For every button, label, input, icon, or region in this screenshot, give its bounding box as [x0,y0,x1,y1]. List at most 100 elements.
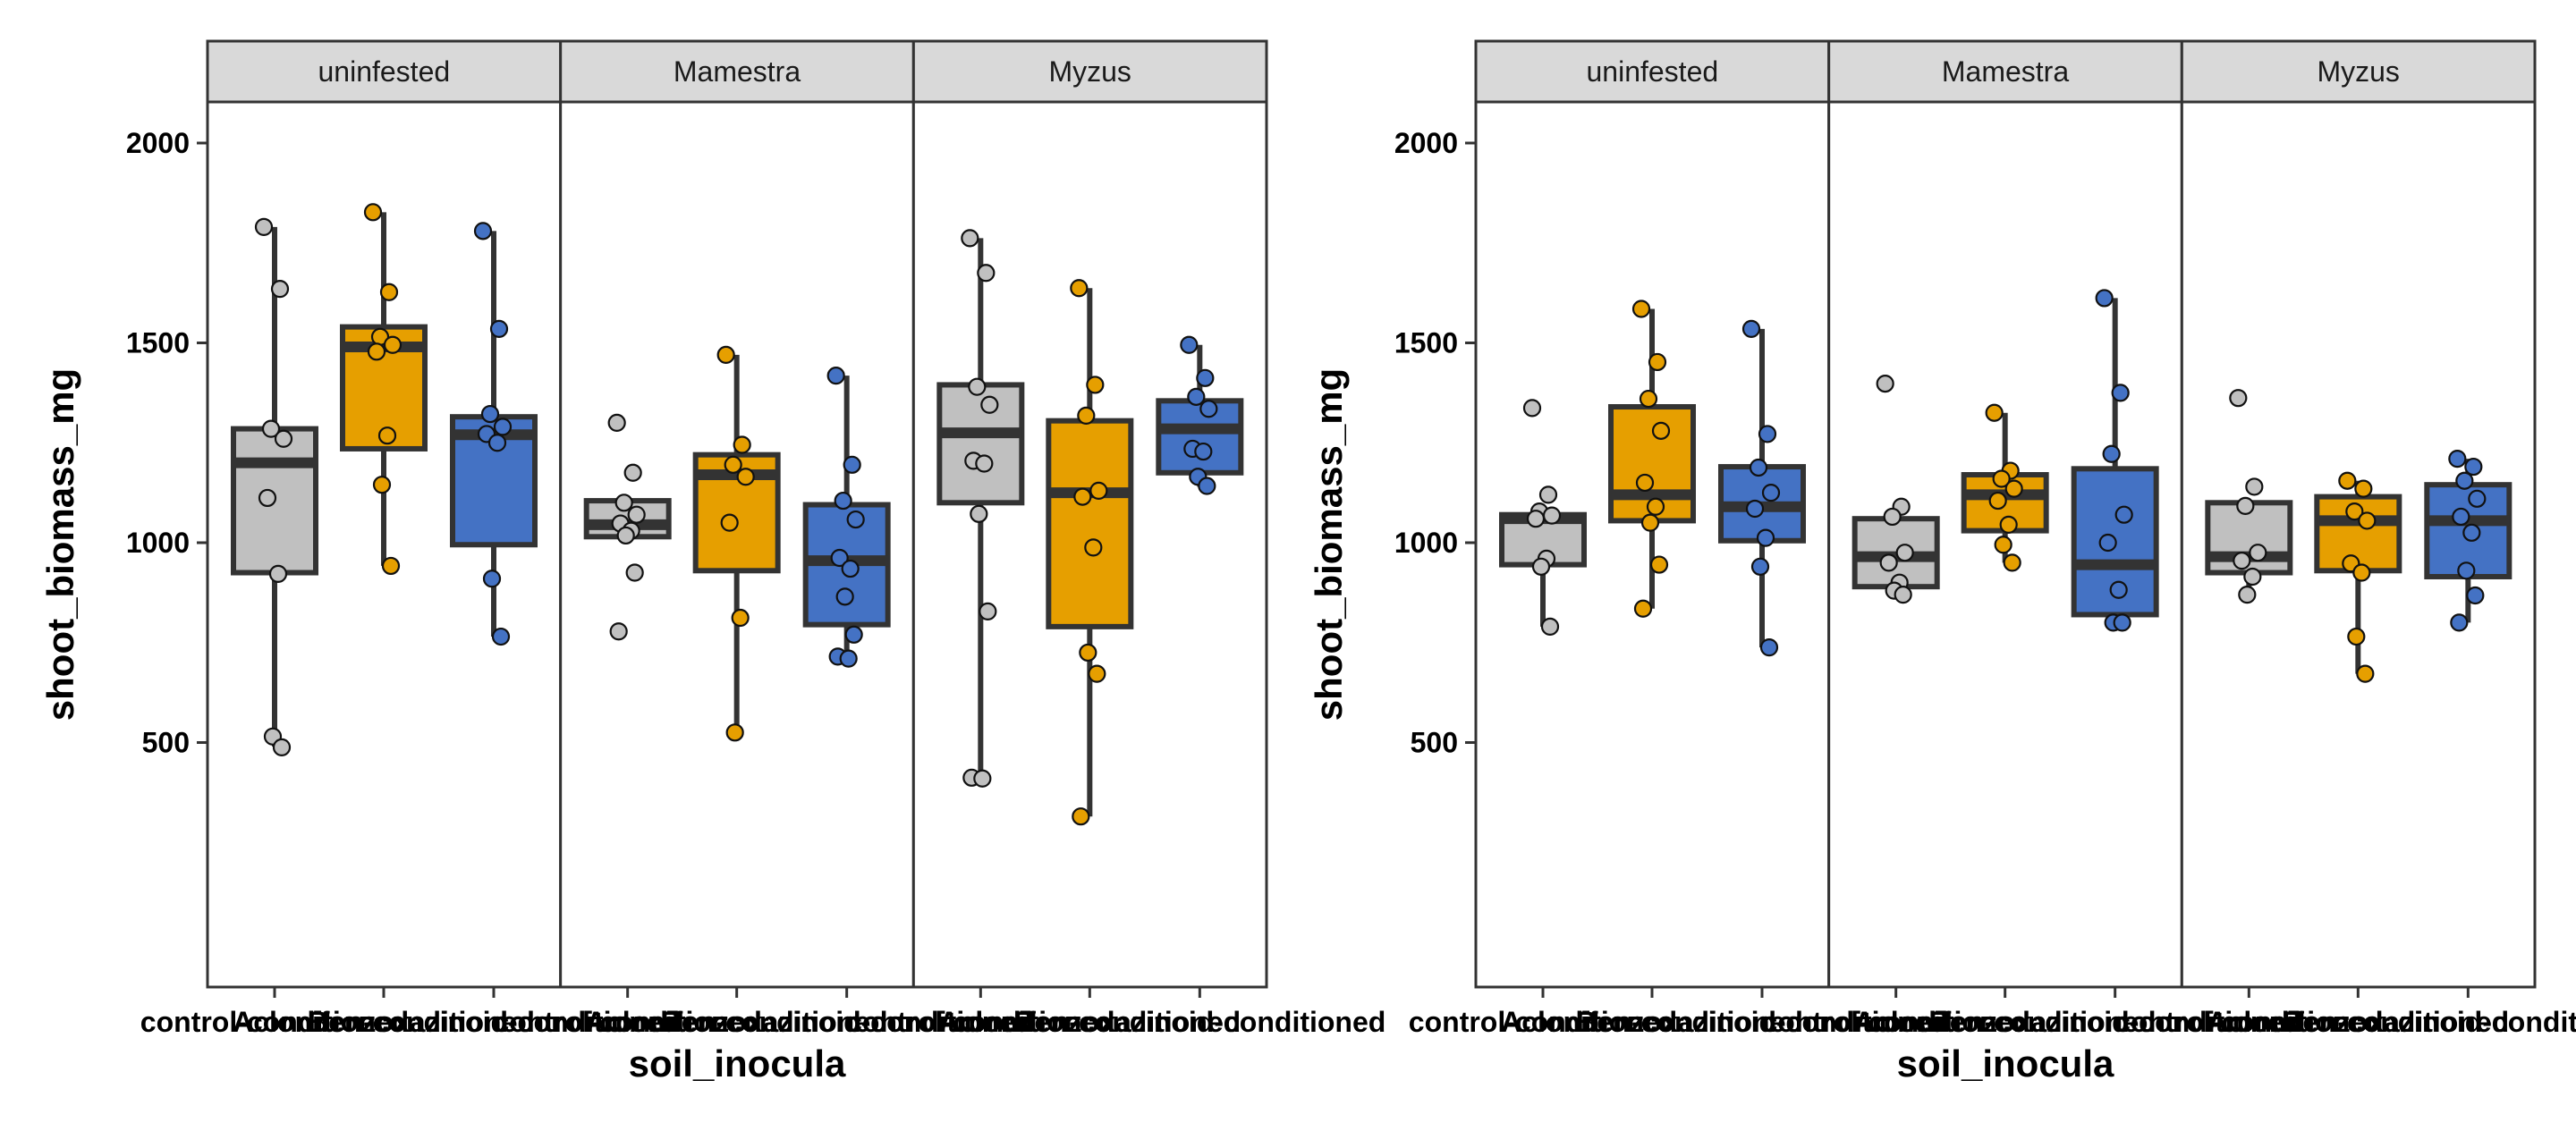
data-point [1758,425,1777,443]
x-tick-label: Aclonifen-conditioned [938,1006,1241,1038]
data-point [2238,586,2257,604]
data-point [493,418,513,436]
facet-strip [911,39,1268,104]
y-tick-label: 1000 [1394,527,1458,559]
facet-myzus: Myzus control-conditionedAclonifen-condit… [2114,39,2576,1038]
data-point [372,476,392,494]
data-point [724,455,742,474]
data-point [841,559,860,578]
y-axis-title: shoot_biomass_mg [39,368,81,721]
data-point [1072,807,1090,826]
data-point [1194,442,1213,461]
data-point [720,513,739,532]
data-point [367,342,386,361]
data-point [733,435,751,454]
data-point [1070,279,1089,298]
x-tick-label: control-conditioned [1409,1006,1677,1038]
data-point [1180,335,1199,354]
data-point [1077,406,1096,425]
data-point [625,563,644,582]
data-point [1999,515,2018,534]
data-point [480,404,500,424]
data-point [1084,538,1103,557]
box-group [1608,300,1696,618]
data-point [1883,507,1902,527]
data-point [1526,510,1546,528]
data-point [973,769,992,788]
data-point [736,468,755,486]
box-group [1718,319,1806,657]
data-point [975,454,994,473]
data-point [979,602,997,620]
data-point [1750,557,1770,576]
data-point [970,504,988,523]
data-point [839,649,858,668]
box [936,382,1025,506]
data-point [1196,368,1215,387]
data-point [2468,489,2487,508]
box-group [2071,289,2159,632]
data-point [381,556,401,576]
data-point [2004,479,2023,498]
data-point [977,264,996,283]
data-point [1985,403,2004,422]
x-tick-label: control-conditioned [846,1006,1114,1038]
data-point [2236,496,2255,515]
data-point [1187,387,1206,406]
data-point [261,419,281,438]
data-point [489,319,509,338]
y-tick-label: 1500 [126,327,190,359]
data-point [830,548,849,568]
data-point [2229,389,2248,408]
chart-panel-1: uninfestedcontrol-conditionedAclonifen-c… [39,39,1385,1085]
data-point [268,564,288,583]
data-point [2448,450,2467,468]
box-group [1046,279,1134,826]
x-tick-label: Benzoxazinoid-conditioned [1013,1006,1385,1038]
x-tick-label: Benzoxazinoid-conditioned [308,1006,680,1038]
data-point [1089,481,1108,500]
facet-strip [206,39,563,104]
box-group [1156,335,1244,495]
data-point [254,217,274,236]
data-point [1635,473,1655,493]
chart-panel-2: uninfestedcontrol-conditionedAclonifen-c… [1308,39,2576,1085]
facet-myzus: Myzus control-conditionedAclonifen-condit… [846,39,1385,1038]
data-point [2450,613,2469,632]
data-point [473,222,493,241]
y-tick-label: 2000 [126,127,190,159]
data-point [1761,484,1781,502]
data-point [1088,664,1106,683]
data-point [1745,499,1765,519]
data-point [716,345,735,365]
facet-strip-label: Myzus [1048,55,1131,88]
data-point [2347,627,2366,646]
data-point [2462,523,2481,542]
x-tick-label: Benzoxazinoid-conditioned [661,1006,1033,1038]
data-point [491,627,511,646]
x-tick-label: control-conditioned [2114,1006,2383,1038]
data-point [968,377,987,396]
data-point [1639,389,1658,409]
box-group [1961,403,2049,572]
data-point [1992,469,2011,488]
box-group [1499,399,1587,636]
data-point [1876,374,1894,393]
data-point [2345,502,2364,521]
data-point [1646,497,1665,516]
data-point [2233,552,2251,570]
data-point [2452,507,2470,527]
data-point [844,625,863,644]
data-point [1198,477,1216,495]
data-point [2243,567,2262,587]
box-group [2205,389,2293,604]
facet-strip [1474,39,1831,104]
y-tick-label: 2000 [1394,127,1458,159]
facet-uninfested: uninfested control-conditionedAclonifen-c… [140,39,680,1038]
data-point [1988,491,2007,511]
box-group [2424,450,2512,632]
data-point [2249,544,2267,562]
data-point [1879,553,1898,572]
data-point [1894,586,1912,604]
